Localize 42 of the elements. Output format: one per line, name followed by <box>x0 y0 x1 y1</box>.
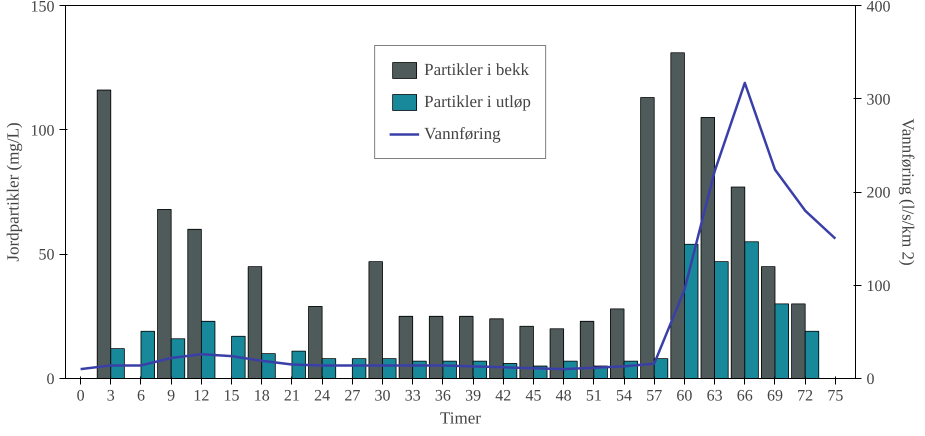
x-tick-label: 6 <box>136 388 145 404</box>
x-tick-label: 39 <box>465 388 482 404</box>
x-tick-label: 48 <box>556 388 572 404</box>
x-tick-label: 24 <box>314 388 330 404</box>
y-axis-title: Jordpartikler (mg/L) <box>4 122 22 262</box>
x-tick-label: 9 <box>167 388 176 404</box>
x-tick-label: 36 <box>434 388 451 404</box>
x-tick-label: 72 <box>797 388 814 404</box>
legend-label: Vannføring <box>424 124 501 144</box>
x-tick-label: 60 <box>676 388 692 404</box>
y2-axis-title: Vannføring (l/s/km 2) <box>898 118 918 266</box>
x-tick-label: 21 <box>284 388 300 404</box>
line-series <box>79 82 837 370</box>
x-tick-label: 42 <box>495 388 512 404</box>
x-tick-label: 12 <box>193 388 210 404</box>
legend-label: Partikler i utløp <box>424 92 531 112</box>
x-tick-label: 57 <box>646 388 662 404</box>
y-tick-label: 100 <box>30 122 54 140</box>
y-tick-label: 150 <box>30 0 54 16</box>
y2-tick-label: 100 <box>866 278 890 295</box>
x-tick-label: 54 <box>616 388 632 404</box>
x-tick-label: 33 <box>404 388 421 404</box>
x-tick-label: 30 <box>374 388 391 404</box>
y2-tick-label: 200 <box>866 184 890 202</box>
legend-label: Partikler i bekk <box>424 60 529 80</box>
y2-tick-label: 400 <box>866 0 890 16</box>
y-tick-label: 50 <box>38 246 54 264</box>
x-tick-label: 3 <box>106 388 115 404</box>
x-tick-label: 45 <box>525 388 542 404</box>
y2-tick-label: 0 <box>866 371 874 388</box>
x-tick-label: 51 <box>586 388 602 404</box>
x-tick-label: 18 <box>254 388 270 404</box>
x-tick-label: 66 <box>736 388 753 404</box>
x-tick-label: 0 <box>76 388 85 404</box>
x-tick-label: 15 <box>224 388 240 404</box>
x-tick-label: 27 <box>344 388 360 404</box>
y2-tick-label: 300 <box>866 91 890 108</box>
y-tick-label: 0 <box>46 371 54 388</box>
x-axis-title: Timer <box>440 408 482 428</box>
x-tick-label: 75 <box>827 388 844 404</box>
x-tick-label: 63 <box>706 388 723 404</box>
x-tick-label: 69 <box>766 388 783 404</box>
